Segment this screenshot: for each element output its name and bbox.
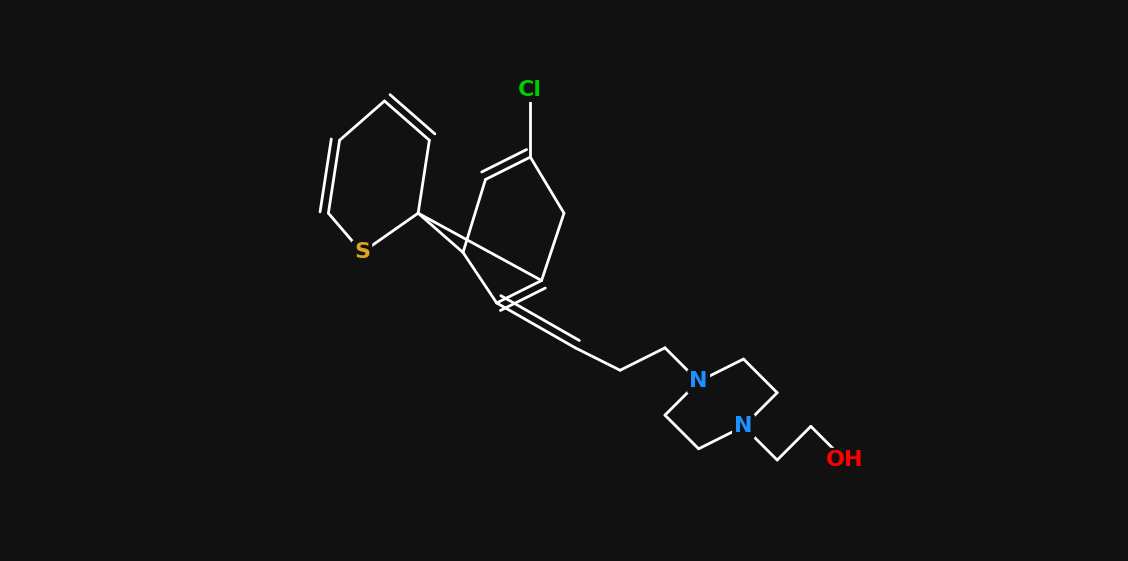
- Text: OH: OH: [826, 450, 863, 470]
- Text: Cl: Cl: [519, 80, 543, 100]
- Text: S: S: [354, 242, 370, 263]
- Text: N: N: [734, 416, 752, 436]
- Text: N: N: [689, 371, 708, 392]
